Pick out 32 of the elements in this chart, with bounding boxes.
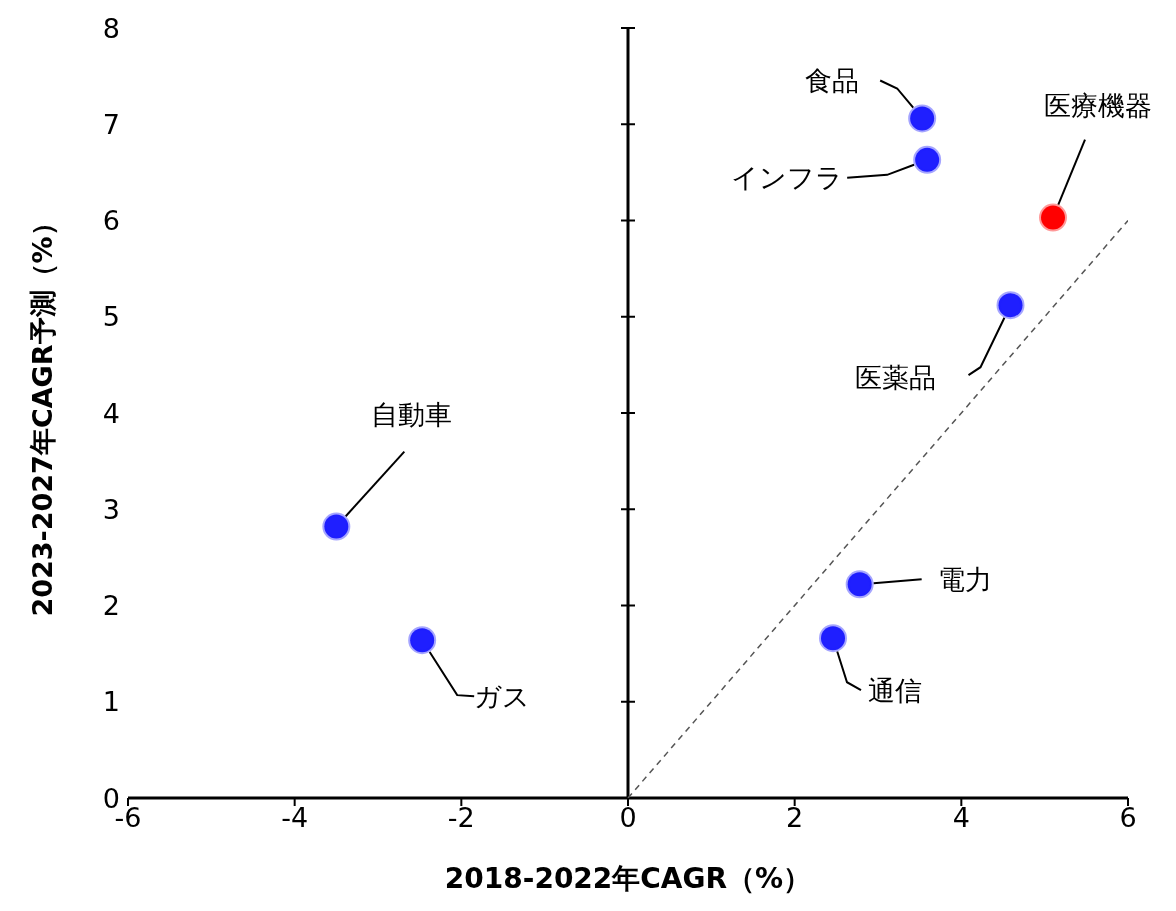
x-axis-title: 2018-2022年CAGR（%）: [444, 862, 812, 895]
text: 医薬品: [855, 361, 936, 393]
x-tick-label: -2: [447, 802, 475, 834]
y-axis-title: 2023-2027年CAGR予測（%）: [26, 209, 58, 617]
point: [408, 626, 437, 655]
y-tick-label: 3: [102, 493, 120, 525]
y-tick-label: 4: [102, 397, 120, 429]
y-tick-label: 8: [102, 12, 120, 44]
y-tick-label: 2: [102, 590, 120, 622]
series-label: ガス: [474, 680, 531, 712]
point: [819, 624, 847, 653]
text: 電力: [937, 563, 992, 595]
y-tick-label: 7: [102, 108, 120, 140]
point: [908, 104, 937, 133]
series-label: 通信: [868, 674, 922, 706]
y-tick-label: 6: [102, 205, 120, 237]
point: [1039, 203, 1067, 232]
text: 食品: [805, 64, 860, 96]
point: [845, 570, 874, 599]
text: インフラ: [731, 162, 844, 194]
point: [322, 512, 351, 541]
text: 医療機器: [1044, 90, 1152, 122]
point: [913, 145, 942, 174]
x-tick-label: 2: [786, 802, 804, 834]
x-tick-label: 0: [619, 802, 637, 834]
x-tick-label: -4: [281, 802, 309, 834]
x-tick-label: 6: [1119, 802, 1137, 834]
y-tick-label: 5: [102, 301, 120, 333]
y-tick-label: 1: [102, 686, 120, 718]
x-tick-label: 4: [952, 802, 970, 834]
point: [996, 291, 1025, 320]
text: 自動車: [370, 399, 452, 431]
